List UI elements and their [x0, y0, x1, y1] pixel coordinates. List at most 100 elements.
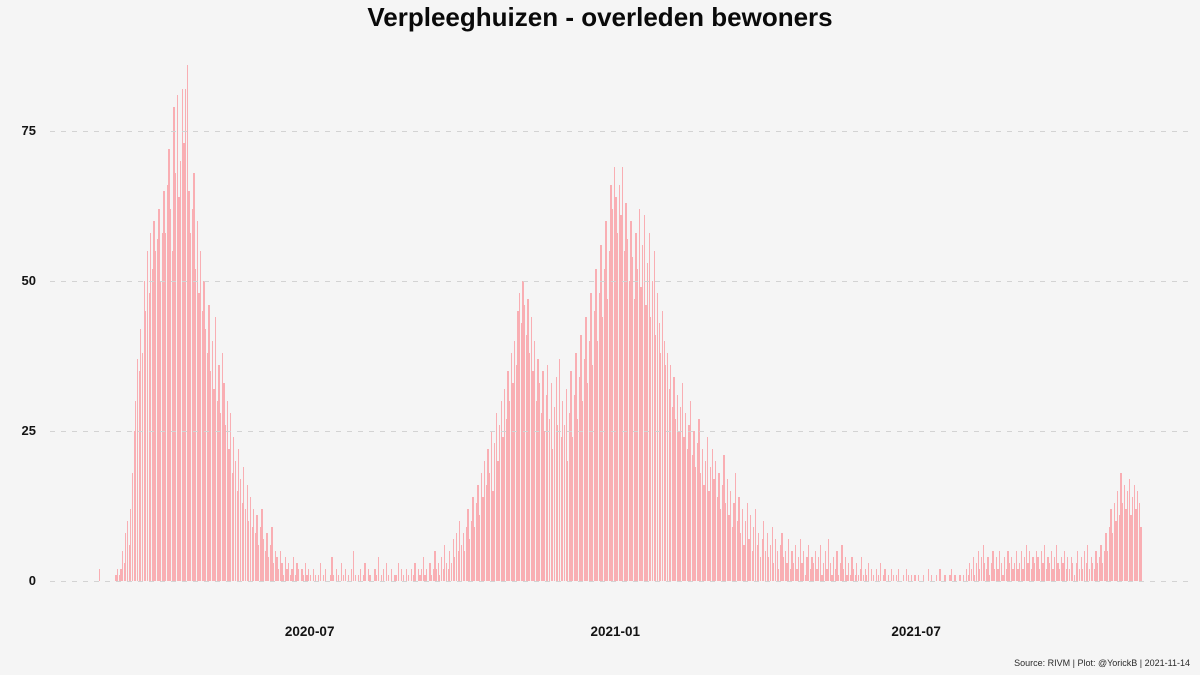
bar — [844, 557, 846, 581]
bar — [1042, 563, 1044, 581]
bar — [1112, 533, 1114, 581]
bar — [301, 569, 303, 581]
bar — [598, 293, 600, 581]
bar — [887, 575, 890, 581]
bar — [1070, 557, 1072, 581]
bar — [454, 557, 456, 581]
bar — [620, 215, 622, 581]
bar — [832, 557, 835, 581]
bar — [352, 551, 355, 581]
bar — [758, 533, 760, 581]
bar — [417, 569, 419, 581]
bar — [490, 431, 492, 581]
bar — [467, 509, 469, 581]
bar — [474, 527, 476, 581]
bar — [424, 575, 426, 581]
bar — [793, 563, 795, 581]
bar — [756, 545, 758, 581]
bar — [600, 245, 602, 581]
bar — [567, 461, 569, 581]
bar — [733, 503, 735, 581]
bar — [580, 335, 582, 581]
bar — [1030, 569, 1032, 581]
bar — [829, 563, 831, 581]
bar — [499, 425, 501, 581]
bar — [587, 383, 589, 581]
bar — [897, 569, 900, 581]
bar — [445, 563, 448, 581]
bar — [675, 419, 677, 581]
bar — [469, 539, 471, 581]
bar — [507, 371, 509, 581]
bar — [332, 575, 335, 581]
bar — [251, 527, 253, 581]
bar — [816, 569, 818, 581]
bar — [568, 413, 571, 581]
bar — [1032, 557, 1034, 581]
bar — [228, 449, 230, 581]
bar — [1015, 551, 1017, 581]
bar — [535, 401, 537, 581]
bar — [173, 107, 175, 581]
bar — [447, 569, 449, 581]
bar — [578, 377, 581, 581]
bar — [376, 575, 378, 581]
bar — [178, 197, 180, 581]
bar — [558, 359, 561, 581]
bar — [645, 305, 647, 581]
bar — [783, 557, 785, 581]
bar — [487, 449, 489, 581]
bar — [698, 419, 700, 581]
bar — [151, 269, 154, 581]
bar — [1034, 563, 1036, 581]
bar — [779, 545, 782, 581]
bar — [839, 563, 841, 581]
bar — [613, 167, 615, 581]
bar — [987, 557, 989, 581]
bar — [720, 509, 722, 581]
gridline — [50, 580, 1190, 583]
bar — [859, 569, 861, 581]
bar — [626, 239, 629, 581]
bar — [115, 575, 117, 581]
bar — [545, 395, 547, 581]
bar — [851, 557, 853, 581]
bar — [515, 365, 517, 581]
bar — [457, 551, 459, 581]
bar — [553, 407, 556, 581]
bar — [999, 551, 1001, 581]
bar — [537, 359, 539, 581]
bar — [984, 563, 986, 581]
bar — [279, 551, 281, 581]
bar — [1043, 545, 1046, 581]
bar — [1057, 563, 1059, 581]
bar — [806, 557, 808, 581]
bar — [1080, 557, 1082, 581]
bar — [625, 203, 627, 581]
bar — [1137, 491, 1139, 581]
bar — [623, 251, 625, 581]
bar — [799, 539, 801, 581]
gridline — [50, 130, 1190, 133]
bar — [1078, 569, 1081, 581]
bar — [216, 401, 218, 581]
bar — [425, 569, 428, 581]
bar — [852, 569, 855, 581]
bar — [1039, 569, 1041, 581]
bar — [605, 221, 607, 581]
bar — [401, 569, 403, 581]
bar — [284, 557, 286, 581]
bar — [922, 575, 924, 581]
bar — [811, 557, 813, 581]
bar — [703, 485, 705, 581]
bar — [683, 437, 685, 581]
bar — [641, 245, 644, 581]
bar — [673, 377, 675, 581]
bar — [126, 521, 129, 581]
bar — [118, 575, 120, 581]
bar — [985, 569, 988, 581]
bar — [970, 569, 973, 581]
bar — [876, 569, 878, 581]
bar — [1135, 509, 1137, 581]
bar — [989, 575, 991, 581]
